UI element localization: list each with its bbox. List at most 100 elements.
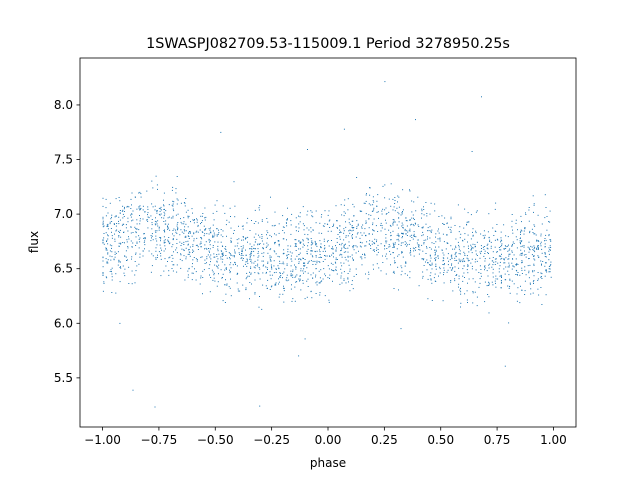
data-point	[125, 250, 127, 252]
data-point	[322, 278, 324, 280]
data-point	[160, 255, 162, 257]
data-point	[216, 228, 218, 230]
data-point	[234, 261, 236, 263]
data-point	[209, 244, 211, 246]
data-point	[144, 248, 145, 250]
data-point	[454, 270, 456, 272]
data-point	[475, 269, 477, 271]
data-point	[500, 249, 502, 251]
data-point	[224, 269, 226, 271]
data-point	[168, 274, 170, 276]
data-point	[398, 254, 400, 256]
data-point	[356, 226, 358, 228]
data-point	[138, 235, 140, 237]
data-point	[401, 267, 403, 269]
data-point	[484, 250, 486, 252]
data-point	[165, 220, 167, 222]
data-point	[508, 249, 510, 251]
data-point	[545, 256, 547, 258]
data-point	[315, 274, 317, 276]
data-point	[361, 227, 363, 229]
data-point	[155, 221, 157, 223]
data-point	[306, 250, 308, 252]
data-point	[286, 263, 288, 265]
data-point	[302, 246, 304, 248]
data-point	[237, 242, 239, 244]
data-point	[269, 274, 271, 276]
data-point	[341, 247, 343, 249]
data-point	[402, 233, 404, 235]
data-point	[374, 250, 375, 252]
data-point	[327, 265, 329, 267]
data-point	[105, 258, 107, 260]
data-point	[165, 248, 166, 250]
data-point	[200, 246, 202, 248]
data-point	[397, 238, 399, 240]
data-point	[213, 272, 215, 274]
data-point	[329, 227, 331, 228]
data-point	[322, 225, 324, 227]
data-point	[515, 222, 517, 224]
data-point	[434, 249, 435, 251]
data-point	[479, 282, 481, 284]
data-point	[470, 249, 472, 251]
data-point	[204, 244, 206, 246]
data-point	[448, 260, 449, 262]
data-point	[105, 247, 107, 249]
data-point	[492, 284, 494, 286]
data-point	[495, 202, 497, 204]
data-point	[111, 237, 113, 239]
data-point	[368, 233, 370, 235]
data-point	[540, 276, 542, 278]
data-point	[410, 254, 412, 256]
data-point	[405, 262, 407, 264]
data-point	[266, 271, 267, 273]
data-point	[132, 242, 134, 244]
data-point	[103, 282, 105, 284]
data-point	[173, 235, 175, 237]
data-point	[434, 273, 436, 275]
data-point	[298, 223, 300, 225]
data-point	[516, 263, 517, 265]
data-point	[299, 212, 301, 214]
data-point	[269, 289, 271, 290]
data-point	[155, 258, 157, 260]
data-point	[528, 277, 530, 279]
data-point	[196, 244, 198, 246]
data-point	[249, 257, 251, 259]
data-point	[180, 229, 182, 231]
data-point	[117, 251, 119, 253]
data-point	[299, 279, 301, 281]
data-point	[187, 253, 189, 255]
data-point	[214, 280, 216, 282]
data-point	[534, 246, 536, 248]
data-point	[373, 207, 375, 209]
data-point	[329, 256, 331, 257]
data-point	[195, 279, 197, 281]
data-point	[458, 275, 460, 277]
data-point	[208, 239, 210, 241]
data-point	[242, 259, 244, 261]
data-point	[118, 220, 119, 222]
data-point	[303, 225, 305, 227]
data-point	[303, 258, 304, 259]
data-point	[500, 258, 502, 260]
data-point	[296, 255, 298, 257]
data-point	[319, 292, 321, 294]
data-point	[492, 272, 494, 274]
data-point	[105, 207, 107, 209]
data-point	[210, 232, 212, 234]
data-point	[412, 238, 414, 240]
data-point	[363, 202, 365, 204]
data-point	[349, 256, 351, 258]
data-point	[254, 267, 256, 269]
data-point	[373, 201, 375, 203]
data-point	[134, 226, 136, 228]
data-point	[352, 245, 354, 247]
data-point	[307, 272, 309, 274]
y-tick-label: 7.5	[54, 153, 73, 167]
data-point	[401, 222, 403, 224]
data-point	[303, 244, 305, 246]
data-point	[156, 210, 158, 212]
data-point	[255, 265, 257, 267]
